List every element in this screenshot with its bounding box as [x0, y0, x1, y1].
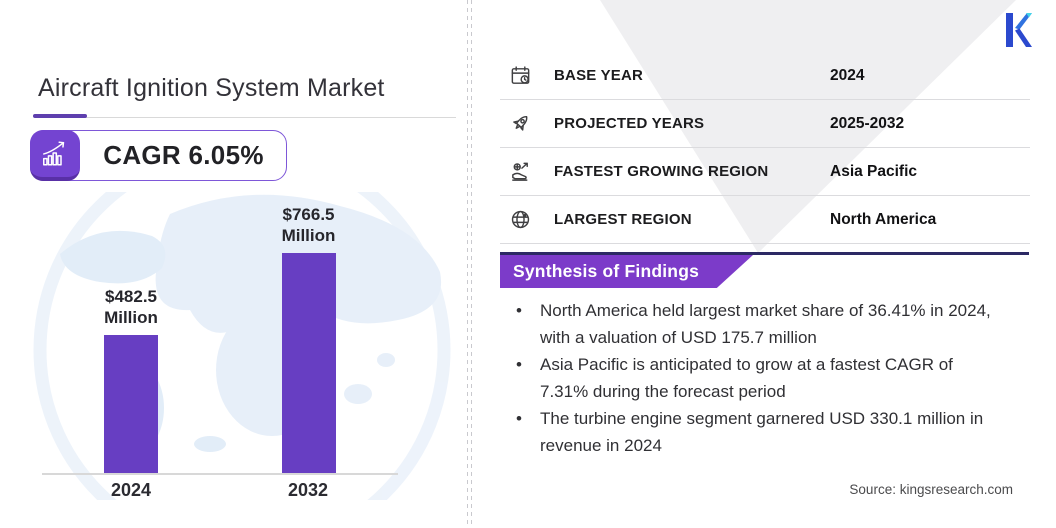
bar-value-label-2032: $766.5 Million	[281, 205, 336, 245]
findings-list: North America held largest market share …	[500, 297, 1029, 459]
bar-2032	[281, 253, 336, 473]
fact-label: FASTEST GROWING REGION	[554, 163, 769, 180]
fact-row-projected-years: PROJECTED YEARS 2025-2032	[500, 100, 1030, 148]
finding-item: Asia Pacific is anticipated to grow at a…	[500, 351, 1000, 405]
dashed-divider	[467, 0, 468, 528]
finding-text: North America held largest market share …	[540, 301, 991, 347]
key-facts-table: BASE YEAR 2024 PROJECTED YEARS 2025-2032	[500, 52, 1030, 244]
cagr-badge: CAGR 6.05%	[29, 129, 287, 181]
bar-2024	[104, 335, 158, 473]
fact-label: PROJECTED YEARS	[554, 115, 705, 132]
cagr-icon-box	[29, 129, 80, 181]
fact-value: North America	[830, 210, 937, 228]
fact-value: Asia Pacific	[830, 162, 918, 180]
fact-label: LARGEST REGION	[554, 211, 692, 228]
fact-value: 2025-2032	[830, 114, 905, 132]
growth-region-icon	[508, 160, 532, 184]
title-rule	[38, 117, 456, 118]
finding-text: The turbine engine segment garnered USD …	[540, 409, 984, 455]
kings-research-logo	[1006, 13, 1032, 47]
dashed-divider	[471, 0, 472, 528]
cagr-value: CAGR 6.05%	[103, 139, 264, 170]
finding-item: North America held largest market share …	[500, 297, 1000, 351]
title-accent-bar	[33, 114, 87, 118]
synthesis-banner: Synthesis of Findings	[500, 255, 753, 288]
finding-item: The turbine engine segment garnered USD …	[500, 405, 1000, 459]
x-axis-label-2032: 2032	[287, 480, 329, 500]
synthesis-section: Synthesis of Findings North America held…	[500, 252, 1029, 459]
fact-row-fastest-growing-region: FASTEST GROWING REGION Asia Pacific	[500, 148, 1030, 196]
market-bar-chart: $482.5 Million $766.5 Million 2024 2032	[20, 192, 460, 500]
fact-row-largest-region: LARGEST REGION North America	[500, 196, 1030, 244]
fact-value: 2024	[830, 66, 865, 84]
chart-baseline	[42, 473, 398, 475]
source-attribution: Source: kingsresearch.com	[849, 482, 1013, 497]
globe-icon	[508, 208, 532, 232]
bar-value-label-2024: $482.5 Million	[104, 287, 158, 327]
x-axis-label-2024: 2024	[110, 480, 152, 500]
section-divider-line	[500, 252, 1029, 255]
calendar-icon	[508, 64, 532, 88]
fact-row-base-year: BASE YEAR 2024	[500, 52, 1030, 100]
finding-text: Asia Pacific is anticipated to grow at a…	[540, 355, 953, 401]
fact-label: BASE YEAR	[554, 67, 644, 84]
page-title: Aircraft Ignition System Market	[38, 74, 385, 102]
rocket-icon	[508, 112, 532, 136]
growth-trend-icon	[42, 141, 64, 166]
